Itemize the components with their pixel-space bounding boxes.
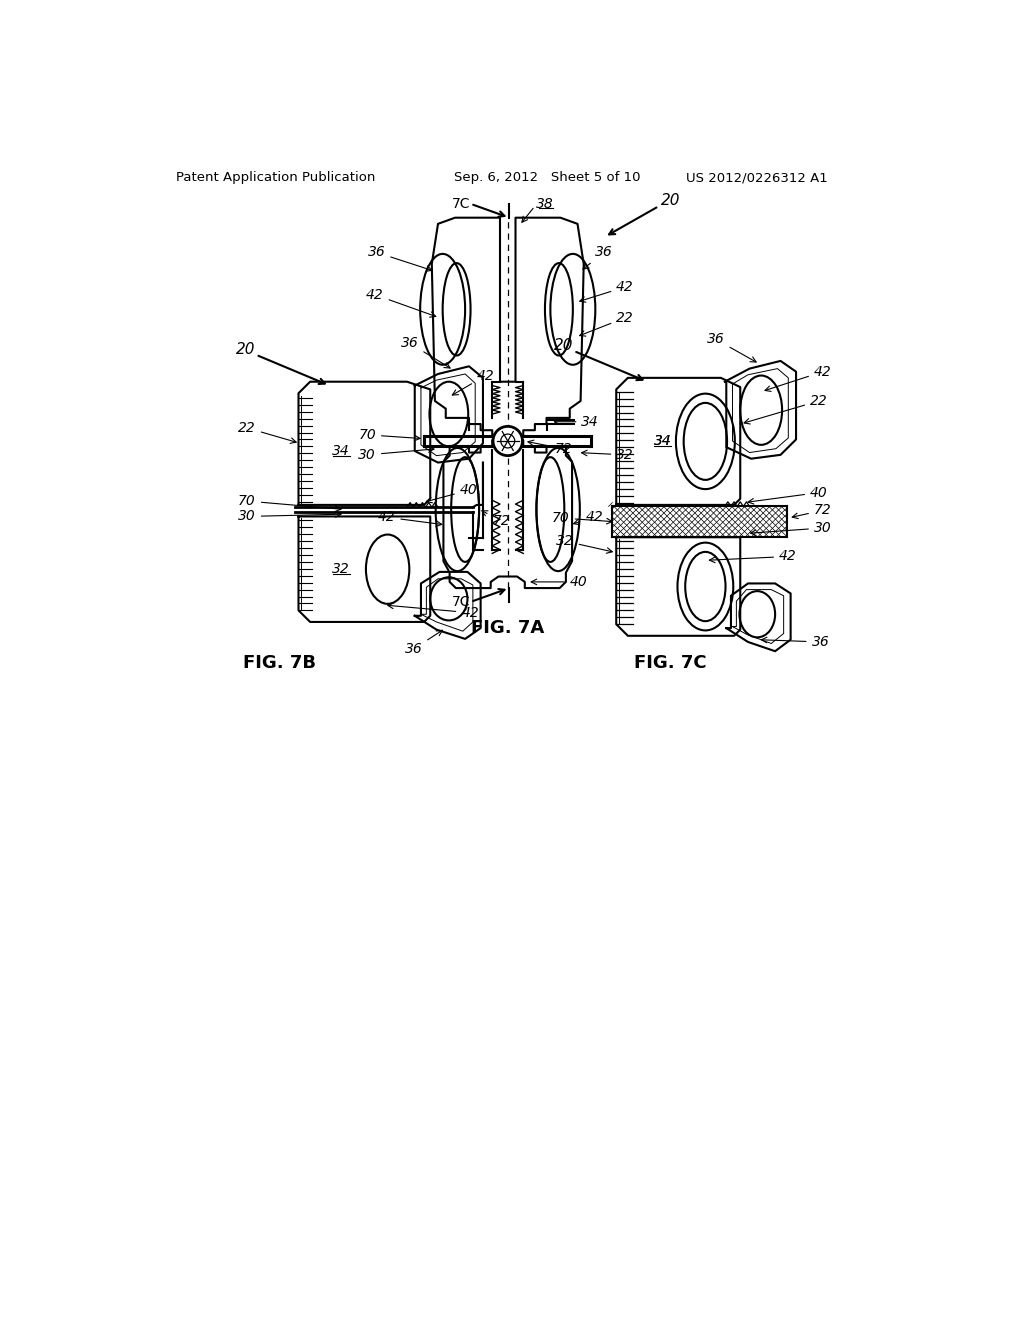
- Text: 34: 34: [554, 414, 599, 429]
- Text: 36: 36: [761, 635, 829, 649]
- Text: Patent Application Publication: Patent Application Publication: [176, 172, 376, 185]
- Text: 30: 30: [751, 521, 831, 536]
- Text: 40: 40: [749, 486, 827, 504]
- Text: 32: 32: [582, 447, 634, 462]
- Text: Sep. 6, 2012   Sheet 5 of 10: Sep. 6, 2012 Sheet 5 of 10: [454, 172, 640, 185]
- Text: US 2012/0226312 A1: US 2012/0226312 A1: [686, 172, 827, 185]
- Text: 72: 72: [482, 511, 510, 528]
- Text: 42: 42: [378, 511, 441, 527]
- Text: 70: 70: [239, 494, 341, 511]
- Text: 7C: 7C: [452, 595, 470, 609]
- Text: 36: 36: [707, 333, 756, 362]
- Text: 72: 72: [793, 503, 831, 519]
- Text: 72: 72: [528, 440, 572, 455]
- Ellipse shape: [493, 426, 522, 455]
- Text: FIG. 7A: FIG. 7A: [471, 619, 545, 638]
- Text: 42: 42: [710, 549, 797, 564]
- Text: FIG. 7C: FIG. 7C: [634, 653, 707, 672]
- Text: 42: 42: [573, 511, 603, 524]
- Text: 36: 36: [368, 246, 432, 272]
- Text: FIG. 7B: FIG. 7B: [243, 653, 315, 672]
- Text: 30: 30: [239, 510, 341, 524]
- Text: 22: 22: [580, 310, 634, 337]
- Text: 36: 36: [404, 630, 442, 656]
- Text: 22: 22: [744, 393, 827, 424]
- Text: 70: 70: [552, 511, 612, 525]
- Text: 30: 30: [358, 446, 434, 462]
- Text: 40: 40: [531, 576, 588, 589]
- Text: 34: 34: [332, 444, 350, 458]
- Text: 7C: 7C: [452, 197, 470, 211]
- Text: 32: 32: [332, 562, 350, 577]
- Text: 70: 70: [358, 428, 420, 442]
- Text: 36: 36: [400, 337, 451, 368]
- Text: 42: 42: [453, 368, 495, 395]
- Text: 42: 42: [366, 288, 436, 317]
- Text: 20: 20: [554, 338, 573, 352]
- Text: 32: 32: [556, 535, 612, 553]
- Text: 42: 42: [580, 280, 634, 302]
- Text: 42: 42: [765, 364, 831, 392]
- Text: 34: 34: [654, 434, 672, 449]
- Text: 36: 36: [583, 246, 613, 269]
- Text: 20: 20: [237, 342, 256, 356]
- Text: 20: 20: [660, 193, 680, 209]
- Text: 38: 38: [537, 197, 554, 211]
- Text: 22: 22: [239, 421, 296, 444]
- Text: 34: 34: [654, 434, 672, 449]
- Text: 42: 42: [388, 603, 479, 619]
- Text: 40: 40: [426, 483, 477, 503]
